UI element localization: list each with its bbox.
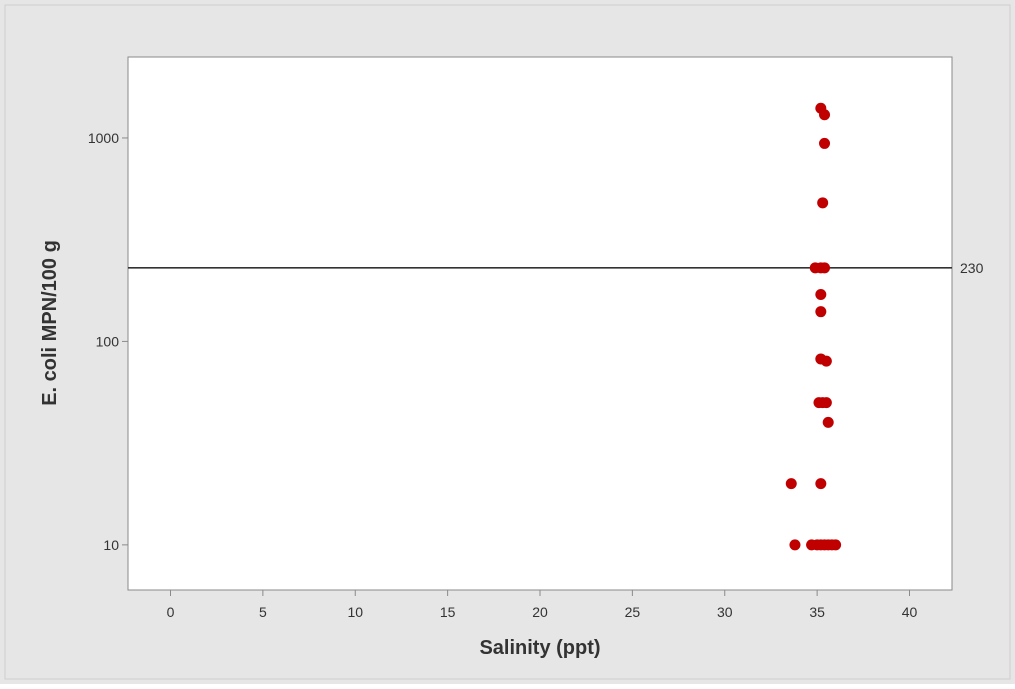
data-point [815, 306, 827, 318]
data-point [820, 397, 832, 409]
x-tick-label: 30 [717, 604, 733, 620]
data-point [822, 416, 834, 428]
y-tick-label: 10 [103, 537, 119, 553]
y-tick-label: 1000 [88, 130, 119, 146]
x-tick-label: 25 [625, 604, 641, 620]
data-point [819, 262, 831, 274]
data-point [819, 137, 831, 149]
data-point [789, 539, 801, 551]
x-tick-label: 10 [347, 604, 363, 620]
data-point [830, 539, 842, 551]
data-point [819, 109, 831, 121]
x-tick-label: 35 [809, 604, 825, 620]
x-tick-label: 15 [440, 604, 456, 620]
data-point [820, 355, 832, 367]
x-axis-title: Salinity (ppt) [479, 637, 600, 659]
data-points [785, 102, 842, 551]
y-axis-ticks: 10 100 1000 [88, 130, 128, 553]
x-tick-label: 20 [532, 604, 548, 620]
data-point [817, 197, 829, 209]
data-point [815, 289, 827, 301]
x-axis-ticks: 0 5 10 15 20 25 30 35 40 [167, 590, 918, 620]
data-point [815, 478, 827, 490]
plot-area [127, 56, 953, 591]
reference-line-label: 230 [960, 260, 984, 276]
x-tick-label: 0 [167, 604, 175, 620]
outer-border [4, 4, 1011, 680]
y-axis-title: E. coli MPN/100 g [39, 240, 61, 406]
x-tick-label: 40 [902, 604, 918, 620]
data-point [785, 478, 797, 490]
y-tick-label: 100 [96, 333, 120, 349]
x-tick-label: 5 [259, 604, 267, 620]
